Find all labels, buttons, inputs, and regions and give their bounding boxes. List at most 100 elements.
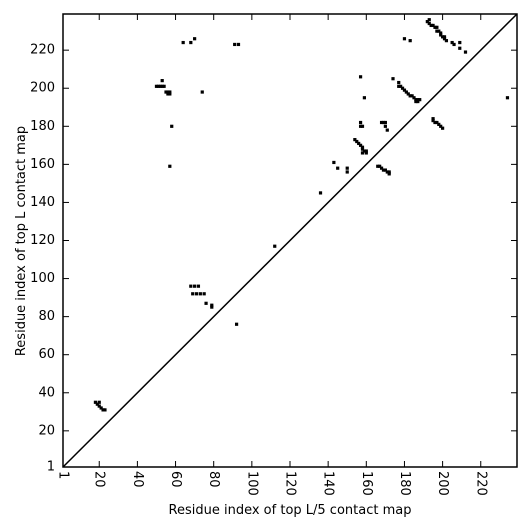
contact-point <box>402 88 407 92</box>
contact-point <box>427 18 431 22</box>
contact-point <box>452 42 456 47</box>
contact-point <box>353 138 357 142</box>
contact-point <box>505 96 510 100</box>
contact-point <box>234 322 239 326</box>
x-tick-label: 1 <box>56 471 71 479</box>
x-tick-label: 200 <box>435 471 450 496</box>
contact-point <box>168 90 172 94</box>
contact-point <box>435 120 439 125</box>
contact-point <box>402 37 407 41</box>
x-tick-label: 160 <box>359 471 374 496</box>
contact-point <box>189 40 193 45</box>
contact-point <box>391 77 395 81</box>
contact-point <box>381 120 386 125</box>
y-axis-label: Residue index of top L contact map <box>14 126 29 356</box>
contact-point <box>360 124 365 128</box>
contact-point <box>463 50 468 54</box>
contact-point <box>196 284 201 288</box>
contact-point <box>198 292 202 296</box>
contact-point <box>200 90 204 94</box>
contact-point <box>358 143 363 147</box>
contact-point <box>358 120 363 125</box>
contact-point <box>439 124 443 128</box>
contact-point <box>318 191 323 195</box>
contact-point <box>360 147 365 151</box>
contact-point <box>387 170 391 174</box>
contact-point <box>431 118 435 123</box>
contact-point <box>416 98 420 102</box>
contact-point <box>399 84 403 88</box>
x-tick-label: 20 <box>92 471 107 488</box>
contact-point <box>431 117 435 121</box>
contact-point <box>345 170 349 174</box>
x-axis-label: Residue index of top L/5 contact map <box>169 503 412 518</box>
contact-point <box>441 126 445 130</box>
contact-point <box>358 75 363 79</box>
contact-point <box>160 79 164 83</box>
contact-point <box>154 84 159 88</box>
y-tick-label: 200 <box>30 81 55 96</box>
contact-point <box>429 23 433 28</box>
contact-point <box>164 90 168 94</box>
x-tick-label: 120 <box>283 471 298 496</box>
x-tick-label: 60 <box>168 471 183 488</box>
contact-point <box>103 408 107 412</box>
x-tick-label: 180 <box>397 471 412 496</box>
contact-point <box>442 35 447 39</box>
contact-point <box>383 124 387 128</box>
contact-point <box>387 172 391 176</box>
contact-point <box>406 92 410 96</box>
contact-point <box>204 301 208 305</box>
contact-point <box>233 42 237 47</box>
contact-point <box>210 303 214 307</box>
contact-point <box>458 46 462 50</box>
contact-point <box>433 25 437 29</box>
y-tick-label: 60 <box>38 347 55 362</box>
y-tick-label: 180 <box>30 119 55 134</box>
contact-point <box>99 406 103 410</box>
contact-point <box>158 84 162 88</box>
y-tick-label: 20 <box>38 423 55 438</box>
y-tick-label: 80 <box>38 309 55 324</box>
contact-point <box>414 99 418 104</box>
contact-point <box>435 25 439 29</box>
contact-point <box>427 21 431 26</box>
contact-point <box>273 244 277 248</box>
contact-point <box>166 90 170 94</box>
contact-point <box>193 284 197 288</box>
contact-point <box>162 84 166 88</box>
y-tick-label: 120 <box>30 233 55 248</box>
y-tick-label: 220 <box>30 43 55 58</box>
contact-point <box>364 151 368 155</box>
contact-point <box>414 98 418 102</box>
contact-point <box>355 139 359 144</box>
contact-point <box>336 166 340 170</box>
contact-point <box>357 141 361 146</box>
contact-point <box>410 94 414 98</box>
contact-point <box>437 29 441 33</box>
contact-point <box>191 292 195 296</box>
plot-frame <box>62 13 518 468</box>
contact-point <box>385 128 389 132</box>
contact-point <box>404 90 408 94</box>
contact-point <box>441 35 445 39</box>
contact-point <box>360 151 365 155</box>
contact-point <box>383 168 387 172</box>
contact-point <box>97 404 101 408</box>
contact-point <box>400 86 405 90</box>
contact-point <box>418 98 422 102</box>
contact-point <box>189 284 193 288</box>
diagonal-line <box>62 13 518 468</box>
contact-point <box>383 120 387 125</box>
contact-point <box>362 149 366 153</box>
contact-point <box>160 84 164 88</box>
contact-point <box>397 84 401 88</box>
contact-point <box>95 402 99 406</box>
x-tick-label: 100 <box>244 471 259 496</box>
contact-point <box>93 400 98 404</box>
y-tick-label: 40 <box>38 385 55 400</box>
contact-point <box>170 124 174 128</box>
contact-point <box>181 40 185 45</box>
contact-point <box>379 120 384 125</box>
